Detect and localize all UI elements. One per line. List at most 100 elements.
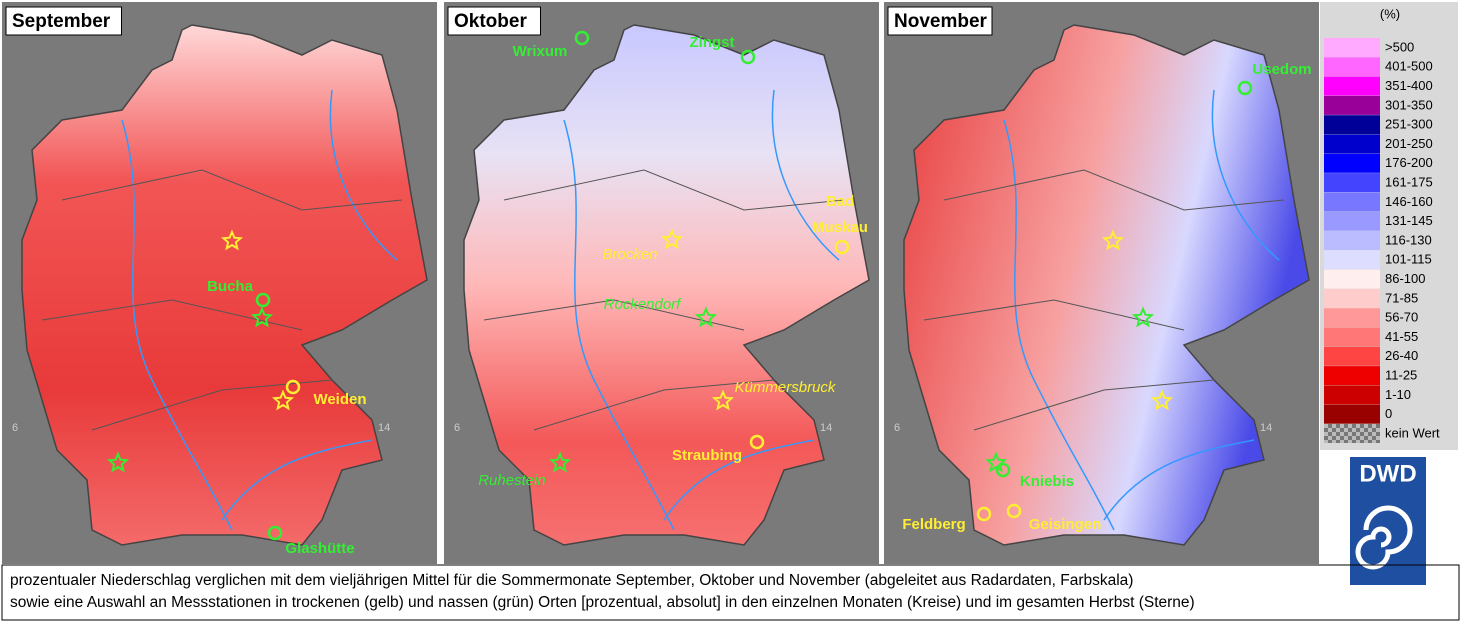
legend-swatch	[1324, 346, 1380, 366]
station-star	[271, 389, 295, 411]
logo-text: DWD	[1359, 460, 1416, 487]
station-star	[1101, 229, 1125, 251]
map-tick-label: 14	[378, 422, 390, 434]
legend-label: 161-175	[1385, 175, 1433, 190]
caption-line: sowie eine Auswahl an Messstationen in t…	[10, 594, 1195, 611]
legend-label: 351-400	[1385, 78, 1433, 93]
station-label: Feldberg	[902, 516, 965, 533]
legend-label: 11-25	[1385, 368, 1417, 383]
legend-swatch	[1324, 327, 1380, 347]
station-label: Zingst	[690, 34, 735, 51]
legend-swatch	[1324, 192, 1380, 212]
legend-label: 401-500	[1385, 59, 1433, 74]
legend-swatch	[1324, 95, 1380, 115]
station-star	[548, 451, 572, 473]
legend-label: 176-200	[1385, 155, 1433, 170]
station-star	[1150, 389, 1174, 411]
panel-title-box	[5, 6, 122, 36]
station-star	[106, 451, 130, 473]
panel-title-box	[887, 6, 993, 36]
river	[663, 439, 815, 521]
station-label: Glashütte	[285, 540, 354, 557]
state-border	[483, 169, 845, 431]
caption-box	[1, 564, 1460, 621]
station-circle	[267, 525, 283, 541]
legend-swatch	[1324, 38, 1380, 57]
caption-line: prozentualer Niederschlag verglichen mit…	[10, 572, 1133, 589]
panel-title: September	[12, 11, 111, 32]
station-label: Brocken	[602, 246, 657, 263]
legend-swatch	[1324, 57, 1380, 77]
legend-swatch	[1324, 366, 1380, 386]
legend-swatch	[1324, 308, 1380, 328]
station-label: Bad	[826, 193, 854, 210]
legend-label: 26-40	[1385, 348, 1418, 363]
station-label: Geisingen	[1029, 516, 1102, 533]
legend-swatch	[1324, 173, 1380, 193]
river	[1211, 89, 1280, 261]
legend-label: >500	[1385, 39, 1414, 54]
legend-swatch	[1324, 424, 1380, 443]
station-label: Usedom	[1252, 61, 1311, 78]
river	[1103, 439, 1255, 521]
map-tick-label: 14	[820, 422, 832, 434]
map-tick-label: 6	[12, 422, 18, 434]
panel-title: November	[894, 11, 988, 32]
station-label: Ruhestein	[478, 472, 546, 489]
legend-swatch	[1324, 211, 1380, 231]
legend-label: 251-300	[1385, 117, 1433, 132]
station-label: Wrixum	[513, 43, 568, 60]
station-circle	[749, 434, 765, 450]
germany-area	[463, 24, 870, 546]
station-circle	[1237, 80, 1253, 96]
station-circle	[976, 506, 992, 522]
legend-swatch	[1324, 250, 1380, 270]
river	[121, 119, 233, 531]
river	[563, 119, 675, 531]
station-circle	[574, 30, 590, 46]
station-star	[220, 229, 244, 251]
legend-swatch	[1324, 288, 1380, 308]
legend-swatch	[1324, 385, 1380, 405]
panel-title-box	[447, 6, 541, 36]
legend-label: 1-10	[1385, 387, 1411, 402]
legend-label: 101-115	[1385, 252, 1432, 267]
station-label: Weiden	[313, 391, 366, 408]
panel-title: Oktober	[454, 11, 527, 32]
river	[771, 89, 840, 261]
station-star	[660, 228, 684, 250]
station-star	[250, 306, 274, 328]
legend-label: 116-130	[1385, 232, 1432, 247]
station-circle	[255, 292, 271, 308]
legend-swatch	[1324, 153, 1380, 173]
station-circle	[285, 379, 301, 395]
station-label: Rockendorf	[604, 296, 683, 313]
legend-label: kein Wert	[1385, 425, 1440, 440]
river	[329, 89, 398, 261]
map-tick-label: 6	[454, 422, 460, 434]
legend-label: 301-350	[1385, 97, 1433, 112]
logo-swirl	[1355, 505, 1413, 570]
station-star	[694, 306, 718, 328]
station-label: Kümmersbruck	[735, 379, 837, 396]
legend-label: 86-100	[1385, 271, 1425, 286]
map-tick-label: 6	[894, 422, 900, 434]
map-tick-label: 14	[1260, 422, 1272, 434]
station-label: Muskau	[812, 219, 868, 236]
legend-label: 146-160	[1385, 194, 1433, 209]
station-label: Bucha	[207, 278, 254, 295]
legend-swatch	[1324, 269, 1380, 289]
legend-swatch	[1324, 404, 1380, 424]
legend-swatch	[1324, 231, 1380, 250]
station-circle	[995, 462, 1011, 478]
state-border	[923, 169, 1285, 431]
germany-area	[21, 24, 428, 546]
legend-label: 0	[1385, 406, 1392, 421]
station-circle	[1006, 503, 1022, 519]
legend-label: 41-55	[1385, 329, 1418, 344]
map	[463, 24, 870, 546]
legend-swatch	[1324, 76, 1380, 96]
station-label: Straubing	[672, 447, 742, 464]
